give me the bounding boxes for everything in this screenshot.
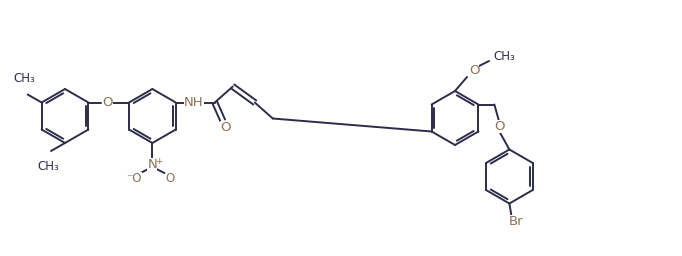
Text: ⁻O: ⁻O xyxy=(127,173,142,186)
Text: CH₃: CH₃ xyxy=(37,160,59,173)
Text: NH: NH xyxy=(184,96,204,109)
Text: +: + xyxy=(155,156,162,165)
Text: N: N xyxy=(147,158,158,172)
Text: O: O xyxy=(166,173,175,186)
Text: CH₃: CH₃ xyxy=(14,72,35,86)
Text: O: O xyxy=(102,96,113,109)
Text: Br: Br xyxy=(509,215,524,228)
Text: O: O xyxy=(494,120,505,133)
Text: O: O xyxy=(469,63,479,77)
Text: O: O xyxy=(220,121,231,134)
Text: CH₃: CH₃ xyxy=(493,50,515,63)
